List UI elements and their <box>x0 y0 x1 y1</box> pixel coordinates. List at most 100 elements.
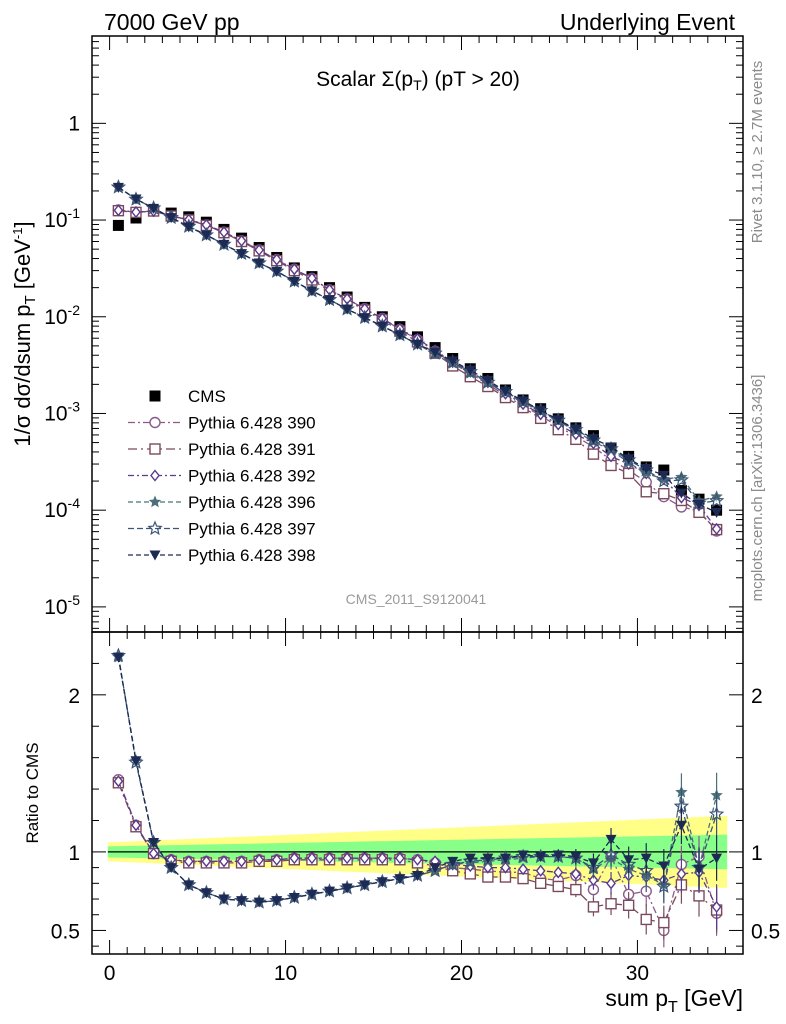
data-point <box>131 205 141 219</box>
data-point <box>359 313 371 324</box>
ratio-point <box>638 862 654 878</box>
ratio-point <box>640 853 652 864</box>
data-point <box>271 266 283 277</box>
ratio-point <box>622 899 635 912</box>
ratio-point <box>130 756 142 767</box>
data-point <box>112 182 124 193</box>
ratio-point <box>253 897 265 908</box>
ratio-point <box>570 867 581 881</box>
ratio-point <box>570 852 582 863</box>
ratio-point <box>518 863 528 876</box>
ratio-point <box>271 853 282 866</box>
ratio-point <box>570 883 582 896</box>
data-point <box>640 463 652 474</box>
ratio-point <box>605 834 617 845</box>
data-point <box>183 222 195 233</box>
data-point <box>113 204 124 217</box>
side-label-rivet: Rivet 3.1.10, ≥ 2.7M events <box>749 61 766 244</box>
data-point <box>623 454 635 465</box>
legend-label: CMS <box>188 387 226 406</box>
ratio-point <box>113 775 124 788</box>
ratio-point <box>588 874 599 887</box>
data-point <box>306 286 318 297</box>
ratio-point <box>183 855 194 868</box>
ratio-point <box>131 819 141 832</box>
data-point <box>517 396 529 407</box>
ratio-point <box>201 855 212 868</box>
data-point <box>605 442 617 453</box>
ratio-point <box>200 888 212 899</box>
y-tick-label: 10-5 <box>44 592 80 619</box>
ratio-point <box>394 874 406 885</box>
main-plot-panel: 10-5 10-4 10-3 10-2 10-1 1 Scalar Σ(pT) (pT >… <box>44 35 744 633</box>
data-point <box>130 194 142 205</box>
y-axis-label-main: 1/σ dσ/dsum pT [GeV-1] <box>10 221 39 446</box>
data-point <box>341 304 353 315</box>
legend-marker <box>149 390 161 402</box>
ratio-point <box>289 852 300 865</box>
series-pythia-6-428-390 <box>112 204 723 537</box>
data-point <box>236 249 248 260</box>
ratio-point <box>587 901 600 913</box>
data-point <box>429 347 441 358</box>
data-point <box>288 276 300 287</box>
data-point <box>587 434 599 445</box>
data-point <box>658 488 670 500</box>
header-right: Underlying Event <box>560 9 736 35</box>
ratio-point <box>254 853 265 866</box>
ratio-point <box>464 853 476 864</box>
data-point <box>711 522 722 536</box>
legend-label: Pythia 6.428 396 <box>188 493 316 512</box>
header-left: 7000 GeV pp <box>104 9 240 35</box>
ratio-point <box>271 896 283 907</box>
ratio-point <box>341 883 353 894</box>
series-pythia-6-428-398 <box>112 182 723 518</box>
ratio-point <box>499 853 511 864</box>
ratio-point <box>306 889 318 900</box>
data-point <box>640 486 652 498</box>
legend-label: Pythia 6.428 398 <box>188 546 316 565</box>
ratio-point <box>377 852 388 865</box>
data-point <box>535 405 547 416</box>
data-point <box>570 424 582 435</box>
data-point <box>112 219 124 231</box>
y-tick-label: 1 <box>68 112 80 135</box>
ratio-point <box>606 877 616 890</box>
data-point <box>675 470 688 483</box>
ratio-y-tick-label-right: 0.5 <box>751 920 780 943</box>
ratio-point <box>708 806 725 821</box>
data-point <box>656 473 672 488</box>
ratio-point <box>412 870 423 881</box>
x-tick-label: 0 <box>104 962 116 985</box>
ratio-point <box>447 856 459 867</box>
ratio-point <box>482 853 494 864</box>
data-point <box>658 470 670 481</box>
ratio-point <box>658 916 670 929</box>
data-point <box>711 507 723 518</box>
ratio-point <box>535 864 546 877</box>
data-point <box>693 499 705 510</box>
ratio-point <box>676 867 687 881</box>
ratio-point <box>675 820 687 831</box>
ratio-point <box>324 852 335 865</box>
ratio-series-pythia-6-428-398 <box>112 652 723 908</box>
legend-marker <box>149 416 161 429</box>
x-axis-label: sum pT [GeV] <box>605 985 743 1016</box>
ratio-y-tick-label-right: 2 <box>751 685 763 708</box>
y-tick-label: 10-1 <box>44 205 80 232</box>
ratio-point <box>165 863 177 874</box>
ratio-point <box>307 852 317 865</box>
plot-title: Scalar Σ(pT) (pT > 20) <box>316 68 520 93</box>
ratio-point <box>219 855 229 868</box>
legend: CMS Pythia 6.428 390 Pythia 6.428 391 Pythi… <box>128 387 316 565</box>
data-point <box>464 365 476 376</box>
ratio-y-tick-label-right: 1 <box>751 842 763 865</box>
ratio-point <box>288 892 300 903</box>
legend-marker <box>149 550 161 561</box>
ratio-point <box>517 850 529 861</box>
analysis-id: CMS_2011_S9120041 <box>346 591 487 607</box>
data-point <box>376 321 388 332</box>
ratio-point <box>324 886 336 897</box>
ratio-point <box>711 900 722 913</box>
y-axis-label-ratio: Ratio to CMS <box>23 742 42 843</box>
